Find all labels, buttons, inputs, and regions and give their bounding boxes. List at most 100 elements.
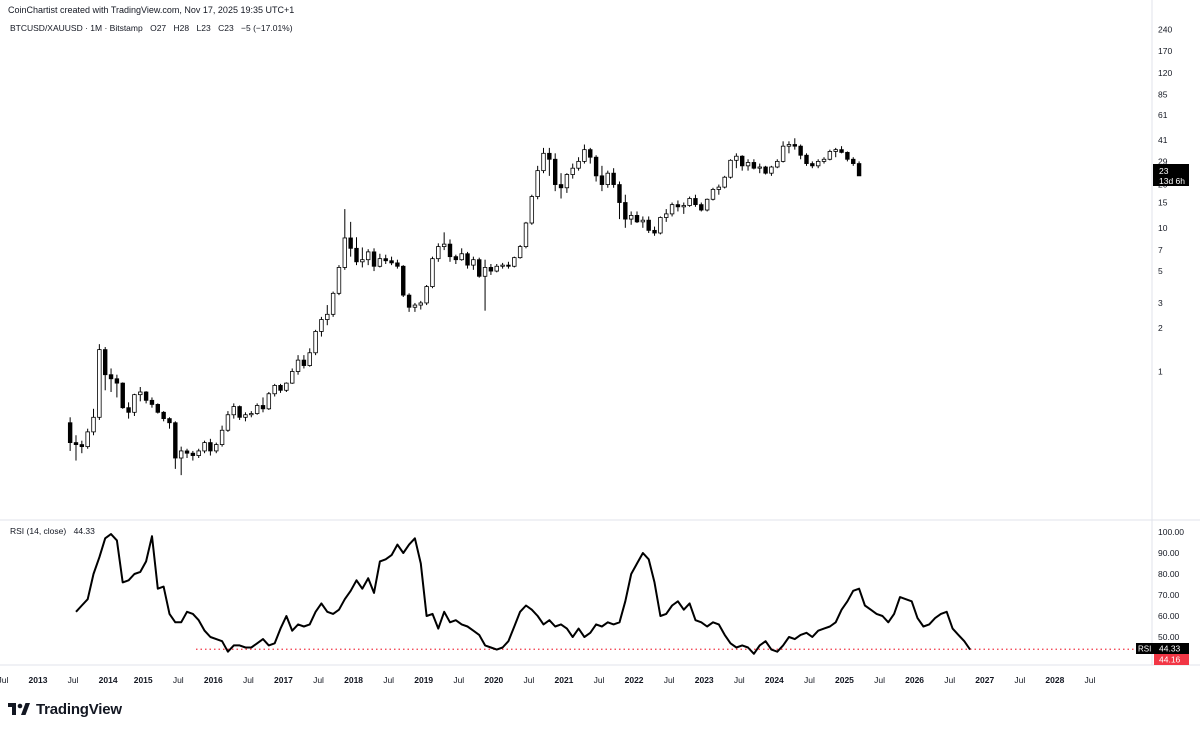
rsi-name-badge-bg	[1136, 643, 1154, 654]
candle-body-up	[757, 166, 762, 169]
rsi-axis[interactable]: 100.00 90.00 80.00 70.00 60.00 50.00	[1158, 527, 1184, 642]
candle	[535, 165, 540, 200]
price-tick-label: 240	[1158, 25, 1172, 35]
candle	[471, 256, 476, 270]
candle-body-up	[482, 267, 488, 277]
candle	[143, 391, 149, 404]
candle-body-down	[167, 418, 172, 424]
candle-body-down	[552, 158, 558, 185]
candle-body-up	[728, 159, 733, 178]
candle	[710, 187, 716, 201]
candle	[722, 175, 727, 189]
symbol-legend[interactable]: BTCUSD/XAUUSD · 1M · Bitstamp O27 H28 L2…	[10, 23, 298, 33]
candle	[313, 329, 318, 356]
candle-body-up	[307, 352, 312, 366]
candle-body-down	[401, 265, 406, 296]
candle-body-down	[79, 444, 85, 448]
candle	[67, 417, 73, 451]
candle	[564, 173, 570, 193]
tradingview-logo[interactable]: TradingView	[8, 699, 122, 719]
candle	[675, 200, 681, 212]
candle-body-up	[471, 259, 476, 266]
candle-body-down	[798, 145, 803, 156]
candle	[208, 438, 213, 456]
candle-body-up	[342, 237, 348, 268]
candle-body-down	[108, 374, 114, 380]
candle-body-up	[196, 450, 201, 456]
chart-watermark-header: CoinChartist created with TradingView.co…	[8, 5, 295, 15]
candle	[436, 243, 441, 262]
candle	[371, 248, 377, 272]
price-badge-bg	[1153, 164, 1189, 186]
candle	[91, 408, 96, 436]
candle	[272, 383, 277, 397]
candle-body-down	[67, 422, 73, 444]
candle-body-down	[354, 247, 359, 263]
candle-body-down	[588, 149, 593, 158]
candle-body-up	[178, 450, 184, 459]
candle-body-up	[91, 416, 96, 433]
time-tick-label: 2013	[29, 675, 48, 685]
candle	[459, 248, 464, 261]
candle	[699, 202, 704, 212]
candle	[780, 141, 786, 163]
candle-body-down	[395, 262, 400, 267]
candle-body-up	[225, 414, 231, 431]
candle-body-down	[161, 411, 166, 420]
rsi-indicator-name[interactable]: RSI (14, close)	[10, 526, 67, 536]
candle	[225, 411, 231, 432]
time-tick-label: Jul	[313, 675, 324, 685]
candle-body-down	[278, 385, 283, 391]
candle	[605, 170, 610, 188]
candle	[126, 402, 131, 419]
candle-body-down	[488, 267, 494, 272]
candle-body-up	[231, 406, 236, 416]
candle	[114, 374, 120, 398]
candle	[377, 253, 383, 268]
candle-body-down	[237, 406, 242, 418]
candle	[593, 155, 599, 182]
candle-body-up	[669, 204, 675, 215]
candle	[196, 448, 201, 459]
time-tick-label: 2021	[554, 675, 573, 685]
candle	[687, 196, 692, 207]
candle-body-down	[675, 204, 681, 208]
price-axis[interactable]: 2401701208561412920151075321	[1158, 25, 1172, 377]
candle	[652, 226, 657, 236]
candle-body-down	[634, 215, 640, 223]
candle	[85, 428, 90, 449]
symbol-name[interactable]: BTCUSD/XAUUSD · 1M · Bitstamp	[10, 23, 143, 33]
candle	[634, 211, 640, 224]
candle	[845, 151, 850, 162]
candle-body-up	[821, 158, 827, 162]
time-tick-label: 2028	[1045, 675, 1064, 685]
candle-body-up	[541, 152, 546, 172]
rsi-legend[interactable]: RSI (14, close) 44.33	[10, 526, 100, 536]
candle	[103, 347, 108, 391]
tradingview-logo-icon	[8, 703, 30, 715]
candle	[389, 256, 394, 266]
candle-body-up	[570, 167, 575, 175]
candle-body-down	[208, 442, 213, 452]
candle-body-up	[295, 359, 301, 372]
candle	[412, 302, 418, 312]
candle-body-up	[418, 302, 423, 306]
candle	[295, 355, 301, 375]
price-tick-label: 2	[1158, 323, 1163, 333]
candle-body-up	[576, 160, 581, 169]
candle-body-down	[751, 162, 757, 169]
candle-body-up	[214, 444, 219, 452]
price-tick-label: 85	[1158, 89, 1168, 99]
time-tick-label: Jul	[944, 675, 955, 685]
candle-body-up	[272, 385, 277, 395]
candle-body-down	[845, 151, 850, 160]
candle	[751, 159, 757, 170]
time-axis[interactable]: Jul 2013 Jul 2014 2015 Jul 2016 Jul 2017 Jul 2018 J…	[0, 675, 1095, 685]
candle	[108, 368, 114, 392]
candle-body-up	[769, 166, 774, 174]
time-tick-label: Jul	[734, 675, 745, 685]
candle	[430, 256, 435, 289]
rsi-name-badge: RSI	[1138, 645, 1151, 654]
candle-body-down	[103, 349, 108, 376]
